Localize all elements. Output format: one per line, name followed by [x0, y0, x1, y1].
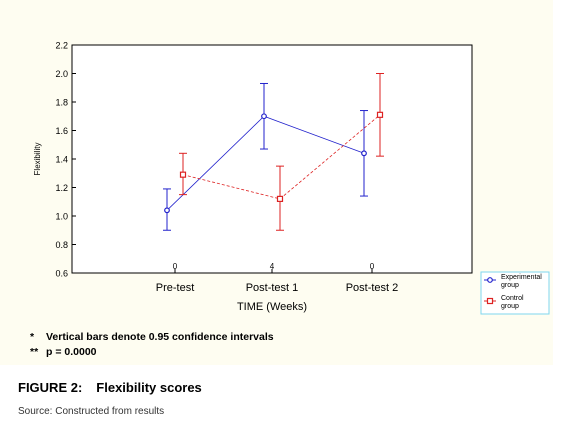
x-tick-label-1: Post-test 1: [246, 282, 299, 294]
y-tick-label-5: 1.6: [55, 126, 68, 136]
caption-text: Flexibility scores: [96, 380, 202, 395]
series-0-point-0: [164, 207, 170, 214]
x-tick-number-1: 4: [270, 262, 275, 271]
legend-label-0: Experimental group: [501, 274, 542, 289]
series-1-point-0: [179, 171, 187, 178]
x-tick-number-2: 0: [370, 262, 375, 271]
series-1-point-1: [276, 195, 284, 202]
x-tick-label-2: Post-test 2: [346, 282, 399, 294]
y-tick-label-3: 1.2: [55, 183, 68, 193]
series-1-line: [182, 114, 381, 200]
plot-area: [71, 44, 473, 274]
y-tick-label-2: 1.0: [55, 212, 68, 222]
y-axis-label: Flexibility: [33, 143, 42, 176]
legend-marker-0: [487, 277, 493, 283]
legend-label-1: Control group: [501, 295, 524, 310]
note-ci-symbol: *: [30, 331, 35, 343]
note-ci: * Vertical bars denote 0.95 confidence in…: [30, 330, 274, 345]
x-tick-label-0: Pre-test: [156, 282, 195, 294]
y-tick-label-1: 0.8: [55, 240, 68, 250]
y-tick-label-7: 2.0: [55, 69, 68, 79]
series-0-point-2: [361, 150, 367, 157]
series-1-point-2: [376, 111, 384, 118]
x-axis-label: TIME (Weeks): [237, 301, 307, 313]
series-0-point-1: [261, 113, 267, 120]
notes: * Vertical bars denote 0.95 confidence in…: [30, 330, 274, 360]
legend-marker-1: [486, 297, 494, 305]
note-ci-text: Vertical bars denote 0.95 confidence int…: [46, 331, 274, 343]
caption-label: FIGURE 2:: [18, 380, 83, 395]
x-tick-number-0: 0: [173, 262, 178, 271]
y-tick-label-0: 0.6: [55, 269, 68, 279]
note-p-text: p = 0.0000: [46, 346, 97, 358]
y-tick-label-4: 1.4: [55, 155, 68, 165]
y-tick-label-8: 2.2: [55, 41, 68, 51]
y-tick-label-6: 1.8: [55, 98, 68, 108]
series-1: [179, 73, 384, 231]
figure-caption: FIGURE 2: Flexibility scores: [18, 380, 202, 395]
note-p: ** p = 0.0000: [30, 345, 274, 360]
source-note: Source: Constructed from results: [18, 406, 165, 417]
chart: 0.6 0.8 1.0 1.2 1.4 1.6 1.8 2.0 2.2 Flexibility 0…: [33, 41, 550, 315]
note-p-symbol: **: [30, 346, 39, 358]
